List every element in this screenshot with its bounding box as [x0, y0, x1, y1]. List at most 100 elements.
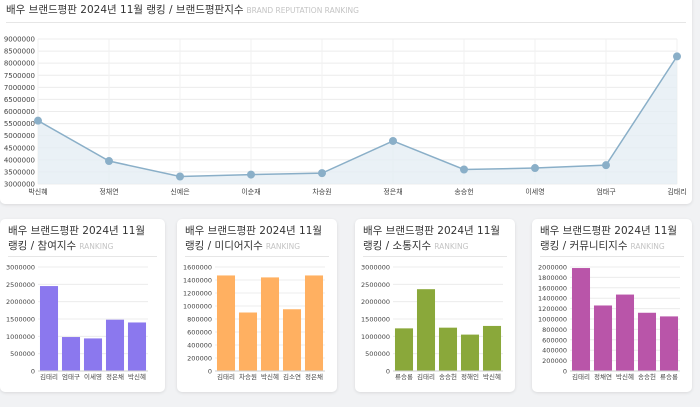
bar	[593, 305, 613, 371]
card-subtitle: RANKING	[434, 242, 469, 251]
x-tick-label: 김소연	[283, 373, 301, 381]
y-tick-label: 1000000	[183, 303, 212, 311]
y-tick-label: 600000	[187, 329, 212, 337]
x-tick-label: 정채연	[99, 187, 118, 196]
bar	[238, 312, 258, 371]
y-tick-label: 7000000	[4, 84, 35, 92]
bar	[482, 325, 502, 371]
x-tick-label: 정해인	[461, 372, 479, 381]
bar	[637, 312, 657, 371]
data-point	[318, 169, 326, 178]
y-tick-label: 1400000	[183, 277, 212, 285]
data-point	[34, 116, 42, 125]
y-tick-label: 400000	[542, 347, 567, 355]
y-tick-label: 0	[31, 368, 35, 376]
x-tick-label: 박신혜	[616, 372, 634, 381]
y-tick-label: 400000	[187, 342, 212, 350]
x-tick-label: 정채연	[594, 372, 612, 381]
y-tick-label: 6000000	[4, 108, 35, 116]
card-title-text: 배우 브랜드평판 2024년 11월 랭킹 / 미디어지수	[185, 225, 323, 252]
chart-bar: 0 500000 1000000 1500000 2000000 2500000 30000…	[361, 264, 503, 381]
x-tick-label: 김태리	[572, 372, 590, 381]
brand-reputation-card: 배우 브랜드평판 2024년 11월 랭킹 / 브랜드평판지수 BRAND REP…	[0, 0, 692, 204]
y-tick-label: 1000000	[361, 333, 390, 341]
y-tick-label: 4500000	[4, 144, 35, 152]
bar	[615, 294, 635, 371]
y-tick-label: 1600000	[183, 264, 212, 272]
x-tick-label: 정은채	[383, 187, 402, 196]
x-tick-label: 송승헌	[638, 373, 656, 381]
x-tick-label: 김태리	[40, 372, 58, 381]
x-tick-label: 류승룡	[395, 373, 413, 381]
chart-bar: 0 200000 400000 600000 800000 1000000 1200000 1…	[538, 264, 680, 381]
bar	[571, 268, 591, 371]
area-fill	[38, 56, 677, 184]
y-tick-label: 8000000	[4, 60, 35, 68]
y-tick-label: 2000000	[538, 264, 567, 272]
community-card: 배우 브랜드평판 2024년 11월 랭킹 / 커뮤니티지수 RANKING 0 2…	[532, 219, 692, 392]
card-divider	[8, 256, 157, 257]
y-tick-label: 1500000	[361, 316, 390, 324]
data-point	[176, 172, 184, 181]
card-subtitle: RANKING	[630, 242, 665, 251]
y-tick-label: 0	[386, 368, 390, 376]
y-tick-label: 2500000	[6, 281, 35, 289]
data-point	[673, 52, 681, 61]
card-title-text: 배우 브랜드평판 2024년 11월 랭킹 / 커뮤니티지수	[540, 225, 678, 252]
card-title-text: 배우 브랜드평판 2024년 11월 랭킹 / 소통지수	[363, 225, 501, 252]
x-tick-label: 송승헌	[454, 188, 473, 196]
x-tick-label: 이세영	[525, 187, 544, 196]
x-tick-label: 정은채	[305, 372, 323, 381]
y-tick-label: 1400000	[538, 295, 567, 303]
y-tick-label: 2000000	[6, 298, 35, 306]
y-tick-label: 2000000	[361, 298, 390, 306]
x-tick-label: 송승헌	[439, 373, 457, 381]
card-title: 배우 브랜드평판 2024년 11월 랭킹 / 브랜드평판지수 BRAND REP…	[6, 3, 359, 18]
x-tick-label: 정은채	[106, 372, 124, 381]
data-point	[460, 165, 468, 174]
y-tick-label: 800000	[542, 326, 567, 334]
y-tick-label: 600000	[542, 336, 567, 344]
y-tick-label: 200000	[542, 357, 567, 365]
x-tick-label: 엄태구	[596, 188, 616, 196]
bar	[127, 322, 147, 371]
x-tick-label: 이세영	[84, 372, 102, 381]
card-subtitle: RANKING	[79, 242, 114, 251]
chart-area: 3000000 3500000 4000000 4500000 5000000 55000…	[4, 36, 687, 197]
media-card: 배우 브랜드평판 2024년 11월 랭킹 / 미디어지수 RANKING 0 20…	[177, 219, 337, 392]
y-tick-label: 1200000	[183, 290, 212, 298]
y-tick-label: 1500000	[6, 316, 35, 324]
x-tick-label: 이순재	[241, 187, 260, 196]
card-subtitle: BRAND REPUTATION RANKING	[246, 6, 359, 15]
bar	[216, 275, 236, 371]
card-divider	[540, 256, 684, 257]
y-tick-label: 1200000	[538, 305, 567, 313]
bar	[61, 337, 81, 371]
y-tick-label: 0	[563, 368, 567, 376]
data-point	[389, 136, 397, 145]
bar	[260, 277, 280, 371]
x-tick-label: 김태리	[667, 187, 686, 196]
y-tick-label: 7500000	[4, 72, 35, 80]
y-tick-label: 5500000	[4, 120, 35, 128]
x-tick-label: 박신혜	[261, 372, 279, 381]
y-tick-label: 5000000	[4, 132, 35, 140]
bar	[416, 289, 436, 371]
bar	[105, 319, 125, 371]
y-tick-label: 1600000	[538, 284, 567, 292]
y-tick-label: 0	[208, 368, 212, 376]
x-tick-label: 류승룡	[660, 373, 678, 381]
y-tick-label: 3500000	[4, 168, 35, 176]
card-title: 배우 브랜드평판 2024년 11월 랭킹 / 소통지수 RANKING	[363, 224, 509, 254]
y-tick-label: 6500000	[4, 96, 35, 104]
bar	[460, 334, 480, 371]
y-tick-label: 2500000	[361, 281, 390, 289]
y-tick-label: 9000000	[4, 36, 35, 44]
bar	[304, 275, 324, 371]
y-tick-label: 3000000	[4, 181, 35, 189]
card-divider	[6, 22, 686, 23]
communication-card: 배우 브랜드평판 2024년 11월 랭킹 / 소통지수 RANKING 0 500…	[355, 219, 515, 392]
card-title-text: 배우 브랜드평판 2024년 11월 랭킹 / 참여지수	[8, 225, 146, 252]
bar	[83, 338, 103, 371]
x-tick-label: 신예은	[170, 187, 190, 196]
